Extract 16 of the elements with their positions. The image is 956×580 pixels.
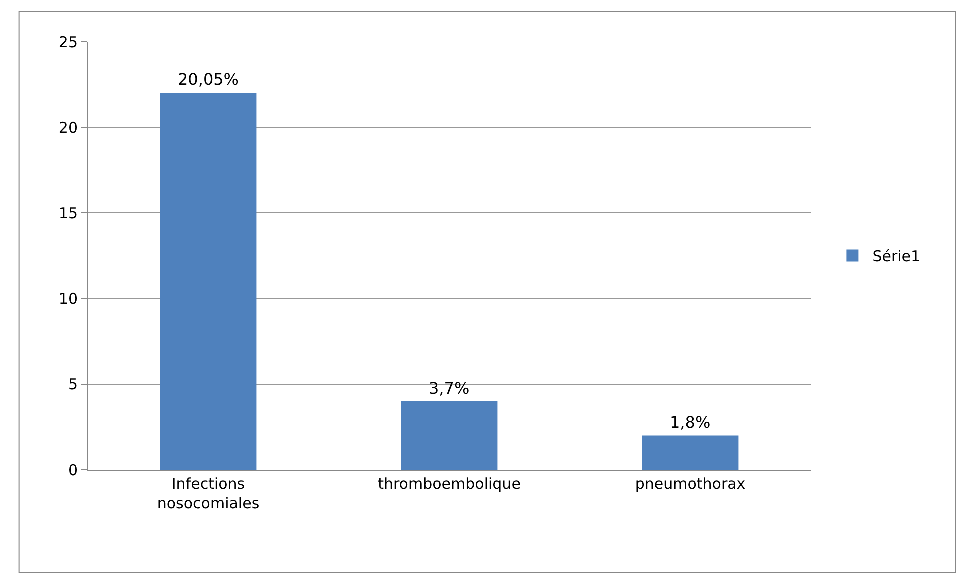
x-tick-label: pneumothorax — [635, 475, 746, 493]
y-tick-label: 15 — [58, 204, 78, 222]
y-tick-label: 5 — [68, 376, 78, 394]
x-tick-label: thromboembolique — [378, 475, 521, 493]
legend-label: Série1 — [872, 248, 921, 266]
bar — [642, 436, 739, 470]
y-tick-label: 20 — [58, 118, 78, 137]
x-tick-label: Infections nosocomiales — [157, 475, 260, 512]
annotation: 3,7% — [429, 379, 470, 398]
annotation: 1,8% — [670, 413, 711, 432]
bar — [401, 402, 498, 470]
bar — [160, 93, 257, 470]
y-tick-label: 0 — [68, 461, 78, 480]
y-tick-label: 25 — [58, 33, 78, 52]
annotation: 20,05% — [178, 70, 240, 89]
y-tick-label: 10 — [58, 290, 78, 308]
